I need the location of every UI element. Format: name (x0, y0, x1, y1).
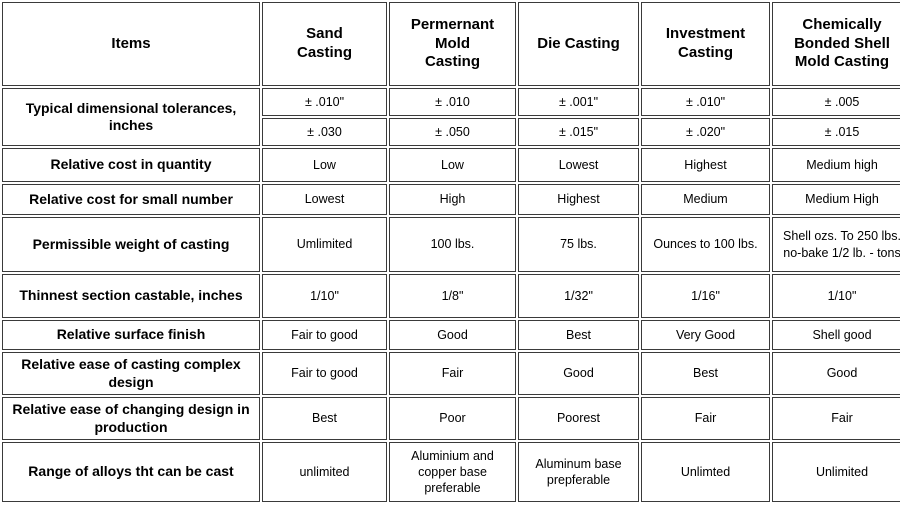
value-cell: Lowest (262, 184, 387, 215)
value-cell: Medium (641, 184, 770, 215)
value-cell: ± .001" (518, 88, 639, 116)
column-header-label: Chemically Bonded Shell Mold Casting (794, 15, 890, 71)
row-label-cell: Range of alloys tht can be cast (2, 442, 260, 502)
column-header: Chemically Bonded Shell Mold Casting (772, 2, 900, 86)
value-cell: 75 lbs. (518, 217, 639, 272)
table-row: Range of alloys tht can be cast unlimited… (2, 442, 900, 502)
value-cell: Best (518, 320, 639, 350)
column-header: Sand Casting (262, 2, 387, 86)
value-cell: Ounces to 100 lbs. (641, 217, 770, 272)
header-row: Items Sand Casting Permernant Mold Casting… (2, 2, 900, 86)
value-cell: Low (389, 148, 516, 182)
column-header: Items (2, 2, 260, 86)
column-header-label: Items (111, 34, 151, 52)
table-row: Relative ease of changing design in prod… (2, 397, 900, 440)
value-cell: 1/10" (772, 274, 900, 318)
table-row: Thinnest section castable, inches 1/10" 1/… (2, 274, 900, 318)
column-header-label: Permernant Mold Casting (410, 15, 495, 71)
value-cell: 100 lbs. (389, 217, 516, 272)
value-cell: 1/10" (262, 274, 387, 318)
table-body: Typical dimensional tolerances, inches ± … (2, 88, 900, 502)
value-cell: Very Good (641, 320, 770, 350)
value-cell: Aluminum base prepferable (518, 442, 639, 502)
casting-comparison-table: Items Sand Casting Permernant Mold Casting… (2, 2, 900, 502)
row-label-cell: Relative surface finish (2, 320, 260, 350)
row-label-cell: Typical dimensional tolerances, inches (2, 88, 260, 146)
row-label-cell: Relative ease of casting complex design (2, 352, 260, 395)
value-cell: ± .020" (641, 118, 770, 146)
value-cell: Unlimited (772, 442, 900, 502)
value-cell: Highest (641, 148, 770, 182)
value-cell: Fair to good (262, 320, 387, 350)
value-cell: Best (641, 352, 770, 395)
column-header: Permernant Mold Casting (389, 2, 516, 86)
column-header: Investment Casting (641, 2, 770, 86)
value-cell: Shell ozs. To 250 lbs. no-bake 1/2 lb. -… (772, 217, 900, 272)
value-cell: 1/16" (641, 274, 770, 318)
column-header-label: Sand Casting (296, 25, 352, 61)
value-cell: Fair (772, 397, 900, 440)
table-row: Relative cost in quantity Low Low Lowest Hig… (2, 148, 900, 182)
value-cell: Best (262, 397, 387, 440)
value-cell: ± .030 (262, 118, 387, 146)
value-cell: Umlimited (262, 217, 387, 272)
value-cell: unlimited (262, 442, 387, 502)
value-cell: Fair to good (262, 352, 387, 395)
value-cell: Good (772, 352, 900, 395)
value-cell: Fair (641, 397, 770, 440)
value-cell: Medium high (772, 148, 900, 182)
value-cell: Lowest (518, 148, 639, 182)
value-cell: Medium High (772, 184, 900, 215)
value-cell: High (389, 184, 516, 215)
value-cell: 1/8" (389, 274, 516, 318)
row-label-cell: Relative ease of changing design in prod… (2, 397, 260, 440)
value-cell: Aluminium and copper base preferable (389, 442, 516, 502)
value-cell: ± .010" (262, 88, 387, 116)
row-label-cell: Relative cost in quantity (2, 148, 260, 182)
column-header: Die Casting (518, 2, 639, 86)
value-cell: Shell good (772, 320, 900, 350)
column-header-label: Investment Casting (665, 25, 746, 61)
value-cell: ± .015" (518, 118, 639, 146)
value-cell: Fair (389, 352, 516, 395)
row-label-cell: Permissible weight of casting (2, 217, 260, 272)
value-cell: Poor (389, 397, 516, 440)
table-row: ± .030 ± .050 ± .015" ± .020" ± .015 (2, 118, 900, 146)
value-cell: Good (389, 320, 516, 350)
table-row: Relative ease of casting complex design F… (2, 352, 900, 395)
value-cell: ± .010" (641, 88, 770, 116)
value-cell: ± .015 (772, 118, 900, 146)
table-row: Relative surface finish Fair to good Good B… (2, 320, 900, 350)
table-row: Typical dimensional tolerances, inches ± … (2, 88, 900, 146)
row-label-cell: Thinnest section castable, inches (2, 274, 260, 318)
column-header-label: Die Casting (537, 34, 620, 52)
value-cell: Unlimted (641, 442, 770, 502)
table-header: Items Sand Casting Permernant Mold Casting… (2, 2, 900, 86)
row-label-cell: Relative cost for small number (2, 184, 260, 215)
table-row: Relative cost for small number Lowest High… (2, 184, 900, 215)
value-cell: Low (262, 148, 387, 182)
value-cell: ± .050 (389, 118, 516, 146)
value-cell: 1/32" (518, 274, 639, 318)
value-cell: Good (518, 352, 639, 395)
table-row: Permissible weight of casting Umlimited 10… (2, 217, 900, 272)
value-cell: ± .005 (772, 88, 900, 116)
value-cell: Poorest (518, 397, 639, 440)
value-cell: Highest (518, 184, 639, 215)
value-cell: ± .010 (389, 88, 516, 116)
